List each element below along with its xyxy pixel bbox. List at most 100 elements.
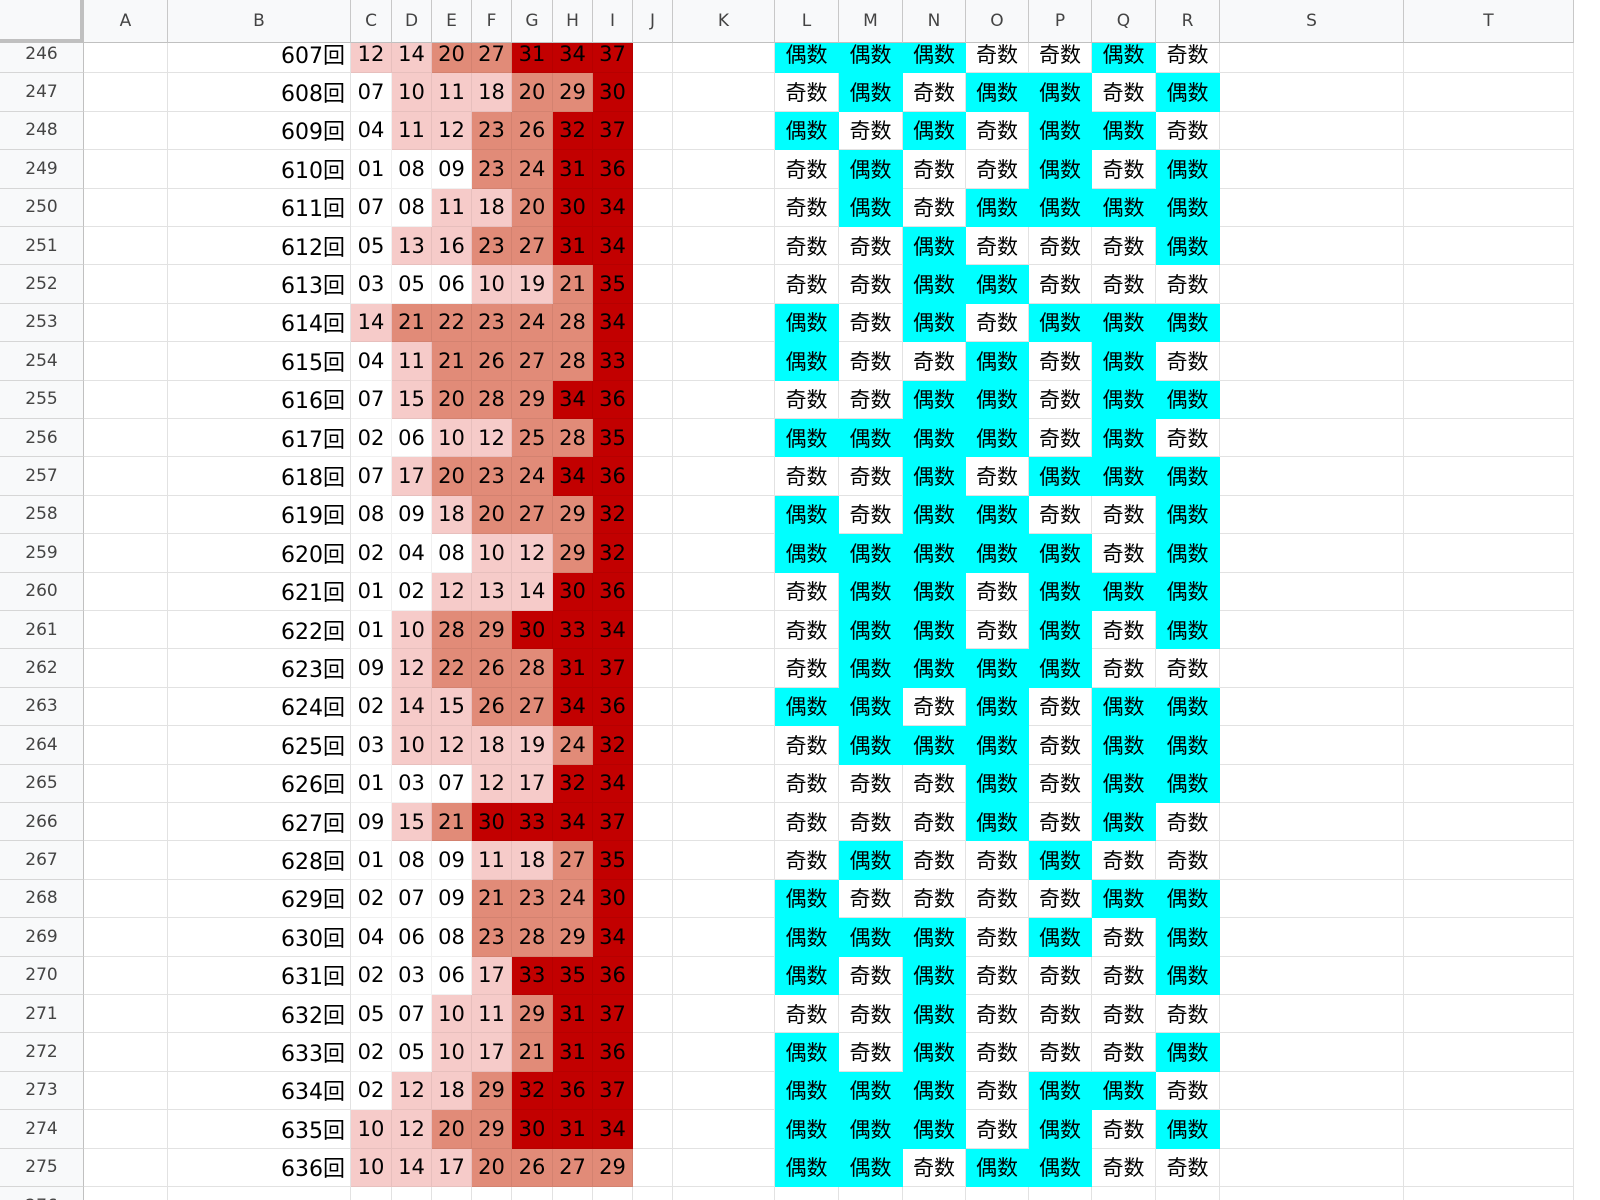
cell-M272[interactable]: 奇数 — [839, 1033, 903, 1072]
cell-B264[interactable]: 625回 — [168, 726, 351, 765]
cell-G264[interactable]: 19 — [512, 726, 553, 765]
cell-R267[interactable]: 奇数 — [1156, 841, 1220, 880]
cell-Q247[interactable]: 奇数 — [1092, 73, 1156, 112]
cell-D250[interactable]: 08 — [392, 188, 432, 227]
cell-B269[interactable]: 630回 — [168, 918, 351, 957]
cell-T257[interactable] — [1404, 457, 1574, 496]
cell-I273[interactable]: 37 — [593, 1071, 633, 1111]
cell-M269[interactable]: 偶数 — [839, 918, 903, 957]
row-header[interactable]: 274 — [0, 1110, 84, 1149]
cell-R270[interactable]: 偶数 — [1156, 956, 1220, 995]
cell-S258[interactable] — [1220, 495, 1404, 535]
cell-I262[interactable]: 37 — [593, 649, 633, 688]
cell-C265[interactable]: 01 — [351, 764, 392, 803]
cell-N270[interactable]: 偶数 — [903, 956, 966, 995]
column-header-R[interactable]: R — [1156, 0, 1220, 43]
cell-L268[interactable]: 偶数 — [775, 879, 839, 919]
cell-N249[interactable]: 奇数 — [903, 150, 966, 189]
cell-I251[interactable]: 34 — [593, 227, 633, 266]
cell-A264[interactable] — [84, 726, 168, 765]
cell-D265[interactable]: 03 — [392, 764, 432, 803]
cell-K252[interactable] — [673, 265, 775, 304]
cell-C256[interactable]: 02 — [351, 419, 392, 458]
cell-I276[interactable] — [593, 1187, 633, 1200]
cell-H273[interactable]: 36 — [553, 1071, 593, 1111]
cell-O270[interactable]: 奇数 — [966, 956, 1029, 995]
cell-L251[interactable]: 奇数 — [775, 227, 839, 266]
cell-T274[interactable] — [1404, 1110, 1574, 1149]
cell-A275[interactable] — [84, 1148, 168, 1187]
cell-A248[interactable] — [84, 111, 168, 151]
cell-I255[interactable]: 36 — [593, 380, 633, 419]
cell-I253[interactable]: 34 — [593, 303, 633, 343]
cell-H259[interactable]: 29 — [553, 534, 593, 573]
cell-P267[interactable]: 偶数 — [1029, 841, 1092, 880]
cell-E269[interactable]: 08 — [432, 918, 472, 957]
cell-B267[interactable]: 628回 — [168, 841, 351, 880]
cell-Q251[interactable]: 奇数 — [1092, 227, 1156, 266]
cell-N262[interactable]: 偶数 — [903, 649, 966, 688]
cell-A250[interactable] — [84, 188, 168, 227]
cell-E262[interactable]: 22 — [432, 649, 472, 688]
cell-J249[interactable] — [633, 150, 673, 189]
cell-M271[interactable]: 奇数 — [839, 995, 903, 1034]
cell-M268[interactable]: 奇数 — [839, 879, 903, 919]
cell-G250[interactable]: 20 — [512, 188, 553, 227]
cell-L256[interactable]: 偶数 — [775, 419, 839, 458]
cell-A271[interactable] — [84, 995, 168, 1034]
cell-G255[interactable]: 29 — [512, 380, 553, 419]
cell-O273[interactable]: 奇数 — [966, 1071, 1029, 1111]
row-header[interactable]: 268 — [0, 879, 84, 919]
cell-M274[interactable]: 偶数 — [839, 1110, 903, 1149]
cell-F269[interactable]: 23 — [472, 918, 512, 957]
row-header[interactable]: 269 — [0, 918, 84, 957]
cell-I274[interactable]: 34 — [593, 1110, 633, 1149]
cell-M256[interactable]: 偶数 — [839, 419, 903, 458]
cell-F250[interactable]: 18 — [472, 188, 512, 227]
cell-J260[interactable] — [633, 572, 673, 611]
cell-K257[interactable] — [673, 457, 775, 496]
cell-N259[interactable]: 偶数 — [903, 534, 966, 573]
cell-P270[interactable]: 奇数 — [1029, 956, 1092, 995]
cell-R265[interactable]: 偶数 — [1156, 764, 1220, 803]
cell-S254[interactable] — [1220, 342, 1404, 381]
cell-D269[interactable]: 06 — [392, 918, 432, 957]
cell-T247[interactable] — [1404, 73, 1574, 112]
cell-P253[interactable]: 偶数 — [1029, 303, 1092, 343]
cell-K250[interactable] — [673, 188, 775, 227]
cell-D252[interactable]: 05 — [392, 265, 432, 304]
cell-K266[interactable] — [673, 803, 775, 842]
cell-P250[interactable]: 偶数 — [1029, 188, 1092, 227]
cell-E256[interactable]: 10 — [432, 419, 472, 458]
cell-I250[interactable]: 34 — [593, 188, 633, 227]
cell-O264[interactable]: 偶数 — [966, 726, 1029, 765]
cell-G256[interactable]: 25 — [512, 419, 553, 458]
cell-J267[interactable] — [633, 841, 673, 880]
cell-R253[interactable]: 偶数 — [1156, 303, 1220, 343]
column-header-C[interactable]: C — [351, 0, 392, 43]
cell-S265[interactable] — [1220, 764, 1404, 803]
cell-E251[interactable]: 16 — [432, 227, 472, 266]
cell-M267[interactable]: 偶数 — [839, 841, 903, 880]
cell-R248[interactable]: 奇数 — [1156, 111, 1220, 151]
cell-H249[interactable]: 31 — [553, 150, 593, 189]
cell-A273[interactable] — [84, 1071, 168, 1111]
cell-J253[interactable] — [633, 303, 673, 343]
cell-B256[interactable]: 617回 — [168, 419, 351, 458]
cell-E255[interactable]: 20 — [432, 380, 472, 419]
cell-H252[interactable]: 21 — [553, 265, 593, 304]
cell-A254[interactable] — [84, 342, 168, 381]
cell-T259[interactable] — [1404, 534, 1574, 573]
cell-C275[interactable]: 10 — [351, 1148, 392, 1187]
cell-I256[interactable]: 35 — [593, 419, 633, 458]
cell-C269[interactable]: 04 — [351, 918, 392, 957]
cell-C251[interactable]: 05 — [351, 227, 392, 266]
column-header-M[interactable]: M — [839, 0, 903, 43]
cell-L257[interactable]: 奇数 — [775, 457, 839, 496]
select-all-corner[interactable] — [0, 0, 84, 43]
cell-I249[interactable]: 36 — [593, 150, 633, 189]
cell-C274[interactable]: 10 — [351, 1110, 392, 1149]
cell-E247[interactable]: 11 — [432, 73, 472, 112]
cell-M257[interactable]: 奇数 — [839, 457, 903, 496]
cell-S262[interactable] — [1220, 649, 1404, 688]
